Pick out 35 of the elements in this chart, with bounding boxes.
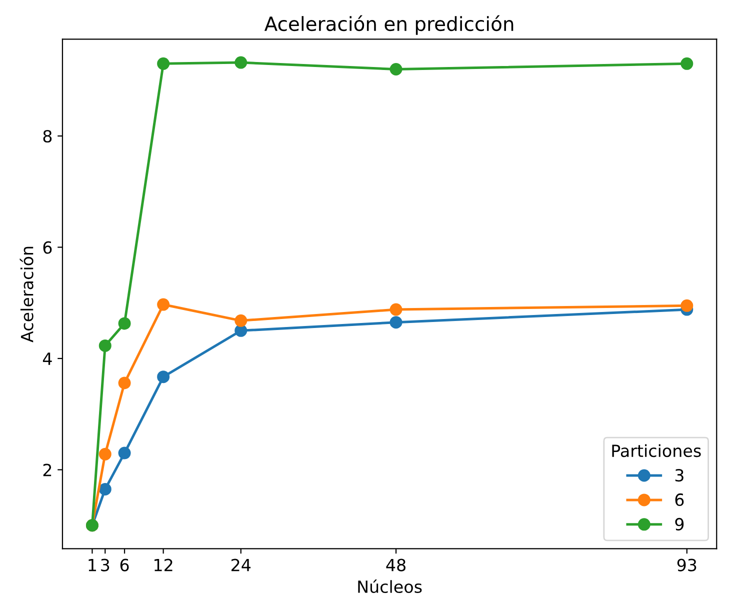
x-tick-label: 6 xyxy=(120,558,129,572)
point xyxy=(157,298,170,311)
point xyxy=(680,299,694,312)
point xyxy=(98,482,112,496)
point xyxy=(118,317,131,330)
point xyxy=(98,448,112,460)
y-tick-label: 6 xyxy=(43,241,52,254)
y-axis-title: Aceleración xyxy=(20,246,34,342)
point xyxy=(390,316,402,329)
x-tick-label: 12 xyxy=(154,558,172,572)
legend-label: 3 xyxy=(675,468,684,482)
x-axis-title: Núcleos xyxy=(358,579,422,594)
point xyxy=(118,446,131,460)
point xyxy=(157,370,170,384)
y-tick-label: 4 xyxy=(42,352,52,365)
legend-label: 9 xyxy=(675,518,684,530)
point xyxy=(390,303,402,316)
x-tick-label: 3 xyxy=(101,558,110,572)
x-tick-label: 1 xyxy=(88,558,96,572)
legend-title: Particiones xyxy=(612,444,701,458)
point xyxy=(98,339,112,352)
point xyxy=(390,62,402,76)
x-tick-label: 24 xyxy=(231,558,251,572)
point xyxy=(118,376,131,390)
point xyxy=(234,324,248,337)
point xyxy=(234,56,248,69)
y-tick-label: 2 xyxy=(43,464,52,476)
point xyxy=(234,314,248,327)
point xyxy=(157,57,170,70)
x-tick-label: 48 xyxy=(386,558,406,572)
chart-title: Aceleración en predicción xyxy=(264,15,514,35)
y-tick-label: 8 xyxy=(43,130,52,143)
legend-label: 6 xyxy=(675,493,684,506)
x-tick-label: 93 xyxy=(677,558,696,572)
point xyxy=(680,57,694,70)
